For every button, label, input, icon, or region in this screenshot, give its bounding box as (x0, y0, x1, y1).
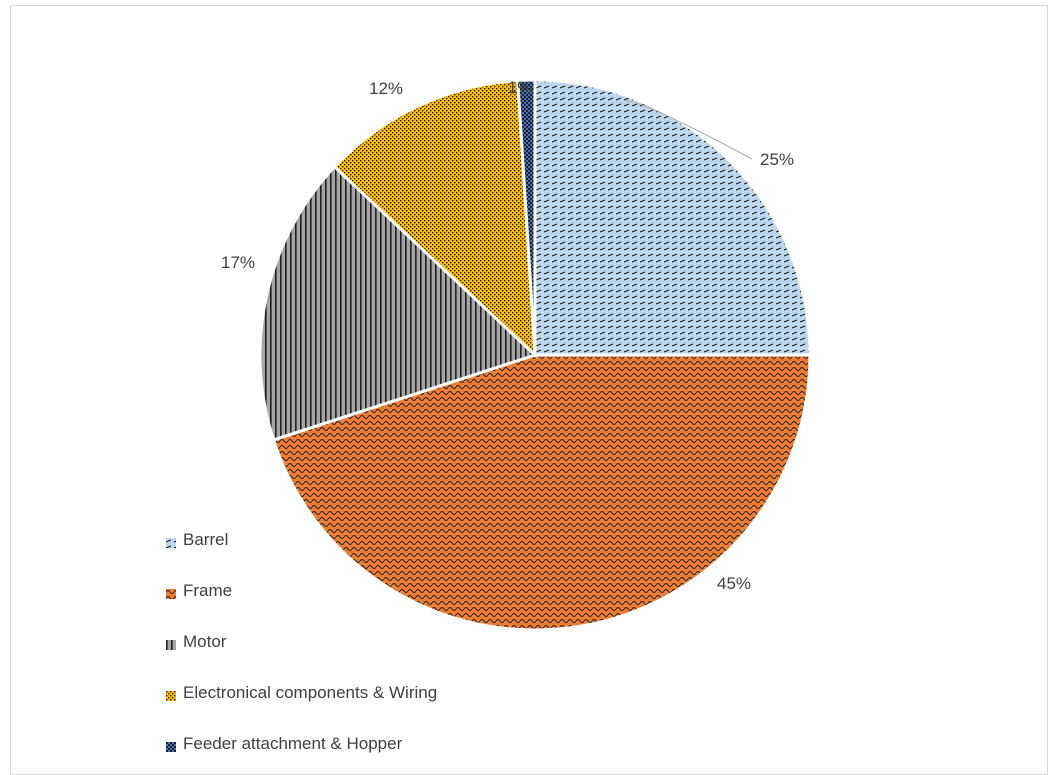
data-label-frame: 45% (717, 574, 751, 593)
legend-item-barrel: Barrel (166, 514, 566, 565)
legend-label-electronics: Electronical components & Wiring (183, 682, 438, 702)
legend-label-barrel: Barrel (183, 529, 229, 549)
legend-item-frame: Frame (166, 565, 566, 616)
pie-slice-feeder (516, 78, 537, 356)
pie-slice-barrel (533, 78, 812, 357)
legend-label-feeder: Feeder attachment & Hopper (183, 733, 403, 753)
leader-lines (625, 100, 753, 160)
legend-item-electronics: Electronical components & Wiring (166, 667, 566, 718)
pie-data-labels: 25% 45% 17% 12% 1% (221, 78, 794, 593)
pie-slice-motor (258, 164, 538, 442)
legend: Barrel Frame Motor Electronical componen… (166, 514, 566, 769)
data-label-electronics: 12% (369, 79, 403, 98)
pie-slices (258, 78, 812, 632)
legend-swatch-electronics (166, 688, 176, 701)
legend-swatch-motor (166, 637, 176, 650)
data-label-feeder: 1% (508, 78, 533, 97)
data-label-barrel: 25% (760, 150, 794, 169)
data-label-motor: 17% (221, 253, 255, 272)
legend-swatch-feeder (166, 739, 176, 752)
legend-item-motor: Motor (166, 616, 566, 667)
leader-line-barrel (625, 100, 753, 160)
legend-swatch-barrel (166, 535, 176, 548)
legend-swatch-frame (166, 586, 176, 599)
pie-slice-electronics (332, 78, 537, 359)
legend-label-frame: Frame (183, 580, 233, 600)
legend-item-feeder: Feeder attachment & Hopper (166, 718, 566, 769)
pie-slice-frame (271, 353, 812, 632)
legend-label-motor: Motor (183, 631, 227, 651)
